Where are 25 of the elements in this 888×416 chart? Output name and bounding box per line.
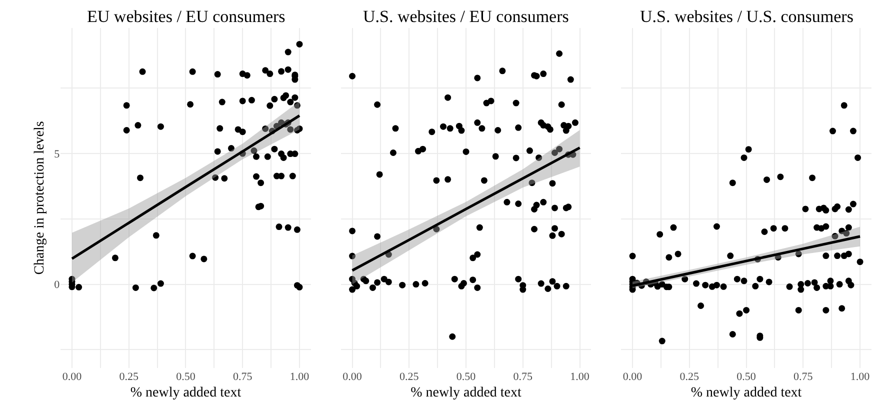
x-tick-label: 1.00 bbox=[850, 371, 870, 383]
x-tick-label: 0.00 bbox=[62, 371, 82, 383]
x-tick-label: 0.00 bbox=[342, 371, 362, 383]
x-tick-label: 0.50 bbox=[736, 371, 756, 383]
x-tick-label: 0.25 bbox=[680, 371, 700, 383]
y-axis-title: Change in protection levels bbox=[32, 121, 48, 275]
x-tick-label: 0.75 bbox=[794, 371, 814, 383]
y-tick-label: 5 bbox=[54, 148, 60, 160]
x-tick-label: 1.00 bbox=[290, 371, 310, 383]
y-tick-label: 0 bbox=[54, 279, 60, 292]
line-series bbox=[70, 114, 301, 260]
x-tick-label: 0.25 bbox=[119, 371, 139, 383]
chart-title: EU websites / EU consumers bbox=[87, 7, 286, 26]
x-tick-label: 0.50 bbox=[176, 371, 196, 383]
x-tick-label: 0.75 bbox=[513, 371, 534, 383]
x-axis-title: % newly added text bbox=[410, 385, 522, 400]
chart-title: U.S. websites / U.S. consumers bbox=[640, 7, 854, 26]
x-tick-label: 0.00 bbox=[622, 371, 643, 383]
x-axis-title: % newly added text bbox=[130, 385, 242, 400]
x-axis-title: % newly added text bbox=[690, 385, 802, 400]
x-tick-label: 0.75 bbox=[232, 371, 253, 383]
x-tick-label: 0.25 bbox=[400, 371, 420, 383]
x-tick-label: 1.00 bbox=[570, 371, 590, 383]
chart-title: U.S. websites / EU consumers bbox=[363, 7, 569, 26]
x-tick-label: 0.50 bbox=[456, 371, 476, 383]
